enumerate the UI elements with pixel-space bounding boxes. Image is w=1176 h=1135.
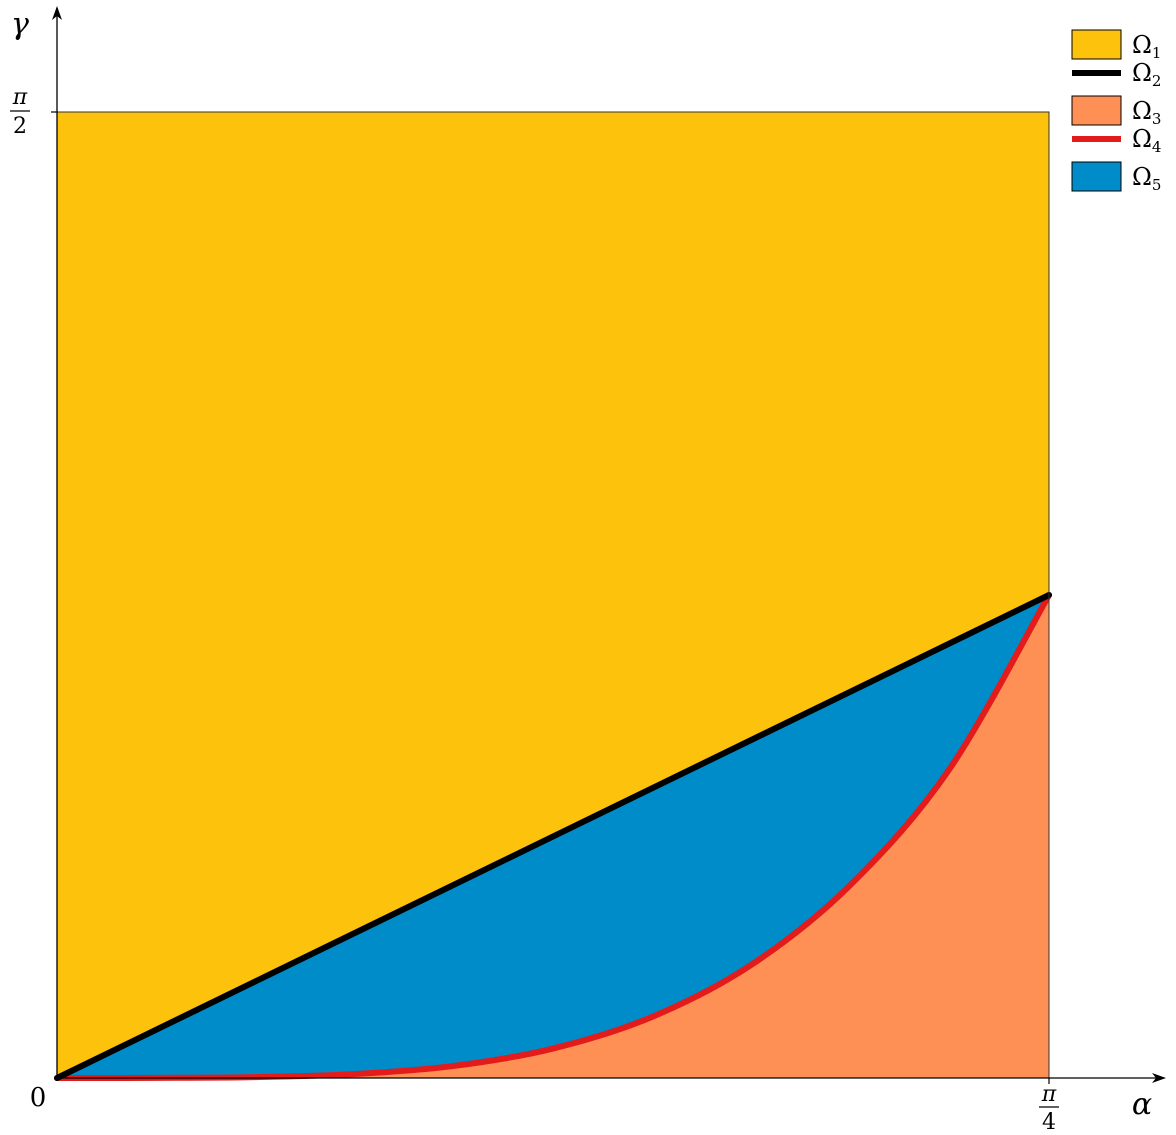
legend-label-omega-4: Ω4 [1132, 125, 1161, 156]
curve-omega-4 [54, 592, 1052, 1081]
region-omega-3 [57, 595, 1049, 1078]
y-tick-numerator: π [12, 85, 28, 110]
legend-swatch-omega-1 [1071, 29, 1122, 60]
legend-label-omega-5: Ω5 [1132, 163, 1161, 194]
legend-label-omega-1: Ω1 [1132, 31, 1161, 62]
y-tick-denominator: 2 [13, 114, 27, 139]
legend-swatch-omega-3 [1071, 95, 1122, 126]
legend-label-omega-2: Ω2 [1132, 59, 1161, 90]
legend-swatch-omega-5 [1071, 161, 1122, 192]
origin-label: 0 [30, 1083, 47, 1113]
x-axis-label: α [1132, 1087, 1152, 1122]
x-tick-numerator: π [1041, 1082, 1057, 1107]
curve-omega-2 [54, 592, 1052, 1081]
y-axis-label: γ [11, 7, 29, 42]
legend-label-omega-3: Ω3 [1132, 97, 1161, 128]
x-tick-pi-over-4: π 4 [1039, 1078, 1059, 1135]
y-tick-pi-over-2: π 2 [10, 85, 57, 139]
x-tick-denominator: 4 [1042, 1110, 1056, 1135]
